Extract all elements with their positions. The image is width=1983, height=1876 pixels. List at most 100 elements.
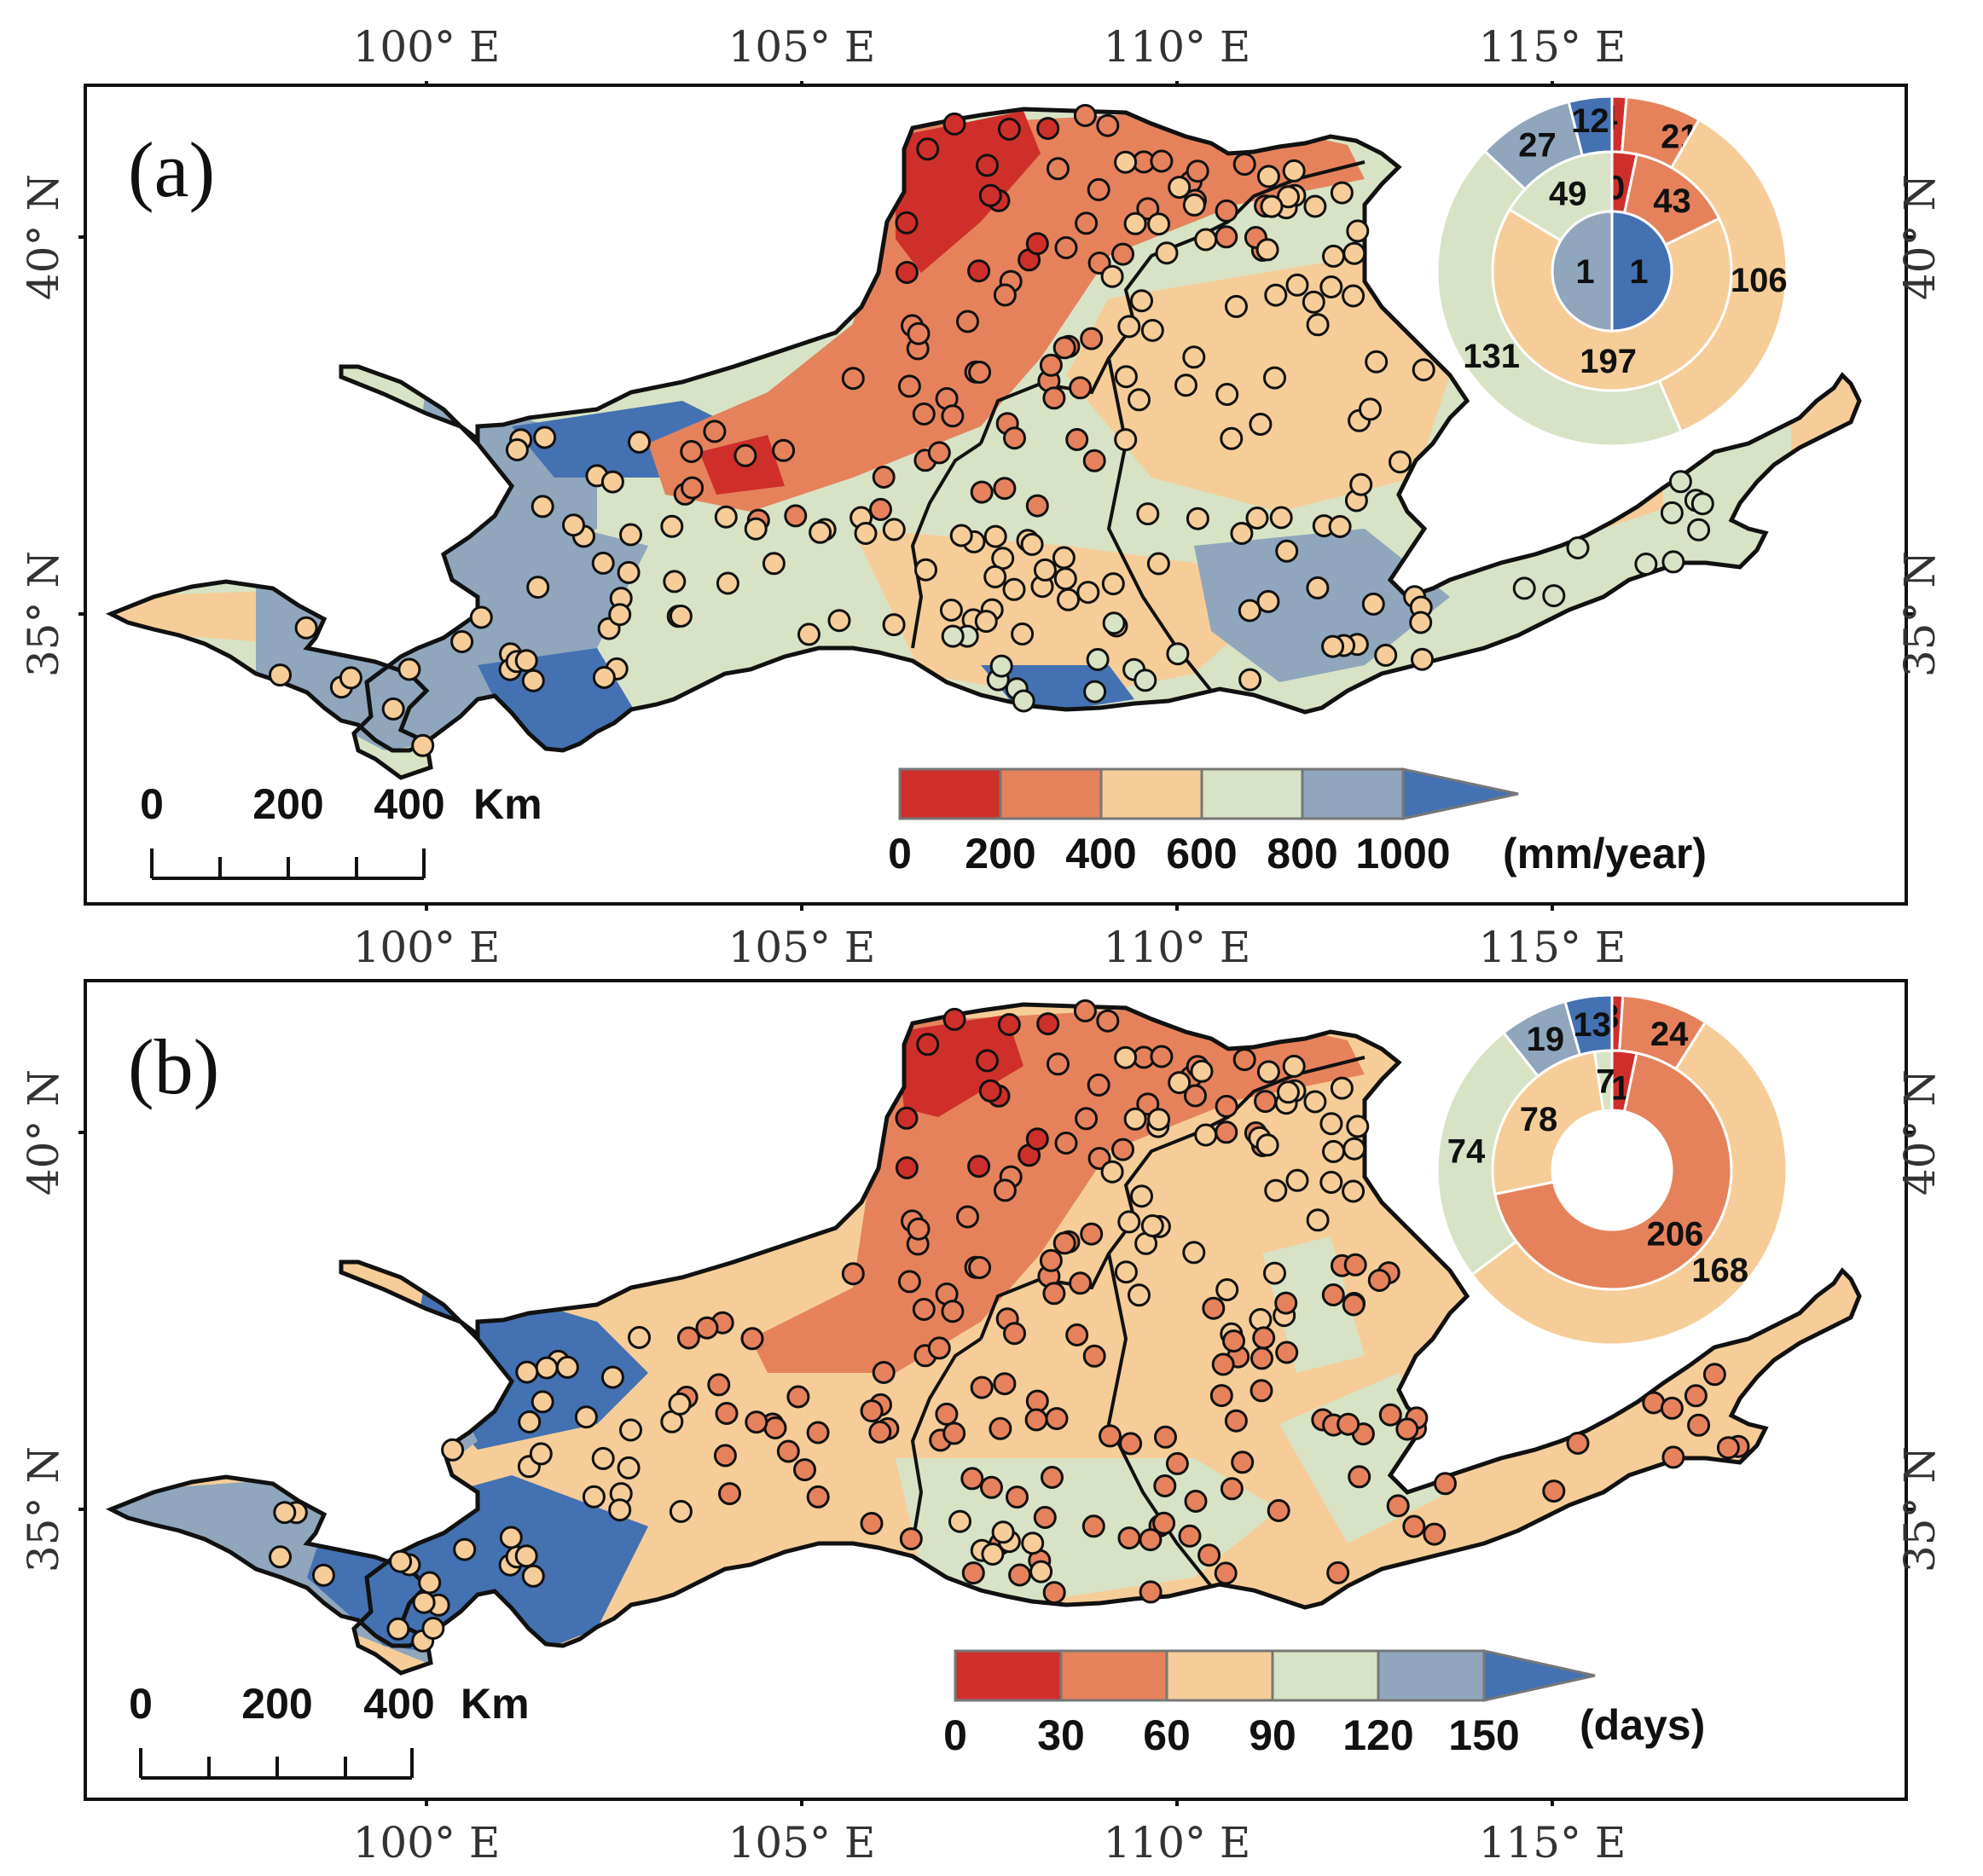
station-marker: [1194, 228, 1218, 252]
station-marker: [1128, 1283, 1151, 1307]
station-marker: [895, 211, 919, 234]
station-marker: [1267, 1499, 1290, 1522]
station-marker: [1342, 284, 1365, 308]
station-marker: [1080, 1222, 1104, 1246]
station-marker: [1249, 413, 1273, 436]
station-marker: [1069, 1271, 1093, 1295]
station-marker: [1264, 1178, 1288, 1202]
station-marker: [617, 560, 641, 584]
station-marker: [1117, 1210, 1141, 1234]
lat-label: 35° N: [19, 551, 68, 677]
station-marker: [895, 1106, 919, 1130]
station-marker: [1082, 1344, 1106, 1368]
station-marker: [1285, 273, 1309, 297]
donut-outer-label: 12: [1571, 102, 1609, 140]
station-marker: [1225, 294, 1248, 318]
station-marker: [1140, 1214, 1164, 1237]
station-marker: [619, 523, 642, 547]
donut-chart: 32416874191310206787: [1435, 993, 1789, 1346]
legend-bar: [954, 1649, 1596, 1702]
station-marker: [453, 1537, 477, 1561]
lon-label: 110° E: [1104, 22, 1251, 72]
station-marker: [1389, 450, 1412, 474]
station-marker: [1146, 552, 1170, 576]
station-marker: [1687, 1413, 1711, 1437]
station-marker: [1702, 1363, 1726, 1387]
station-marker: [927, 441, 951, 465]
station-marker: [1348, 1465, 1371, 1489]
legend-tick: 0: [888, 830, 912, 877]
station-marker: [1042, 1581, 1066, 1605]
station-marker: [1264, 283, 1288, 307]
station-marker: [1102, 611, 1126, 635]
station-marker: [970, 480, 994, 504]
station-marker: [1306, 313, 1330, 337]
station-marker: [582, 1485, 606, 1508]
station-marker: [1282, 159, 1306, 182]
station-marker: [1025, 232, 1049, 256]
station-marker: [1178, 1524, 1202, 1548]
station-marker: [663, 570, 687, 593]
station-marker: [1184, 1084, 1207, 1108]
station-marker: [1114, 150, 1138, 174]
station-marker: [669, 605, 693, 628]
lon-label: 110° E: [1104, 923, 1251, 972]
station-marker: [1566, 536, 1590, 559]
station-marker: [956, 310, 979, 333]
station-marker: [1232, 1048, 1256, 1072]
station-marker: [1039, 353, 1063, 377]
station-marker: [907, 1217, 931, 1241]
station-marker: [1245, 507, 1269, 530]
station-marker: [669, 1500, 693, 1523]
station-marker: [860, 1512, 884, 1535]
station-marker: [1342, 241, 1366, 265]
station-marker: [1117, 315, 1141, 339]
station-marker: [1025, 1127, 1049, 1151]
legend-tick: 150: [1448, 1711, 1519, 1759]
station-marker: [1423, 1522, 1447, 1546]
station-marker: [1168, 1071, 1192, 1095]
station-marker: [1566, 1432, 1590, 1455]
color-legend: 0 200 400 600 800 1000 (mm/year): [888, 767, 1707, 877]
station-marker: [1209, 1384, 1233, 1408]
panel-frame: [84, 84, 1908, 906]
station-marker: [1386, 1494, 1410, 1518]
station-marker: [1123, 1107, 1147, 1131]
station-marker: [1275, 1340, 1299, 1364]
station-marker: [793, 1458, 816, 1482]
station-marker: [1306, 1208, 1330, 1232]
station-marker: [1215, 383, 1239, 406]
station-marker: [1136, 502, 1160, 526]
scale-label: 0: [140, 780, 164, 828]
station-marker: [882, 518, 906, 541]
station-marker: [895, 261, 919, 284]
station-marker: [1087, 1073, 1110, 1097]
station-marker: [1282, 1054, 1306, 1078]
station-marker: [591, 1446, 615, 1470]
lat-label: 40° N: [19, 1069, 68, 1196]
station-marker: [1434, 1472, 1457, 1496]
station-marker: [1075, 1107, 1099, 1131]
station-marker: [1215, 225, 1238, 249]
donut-hole: [1552, 1110, 1672, 1230]
station-marker: [916, 137, 940, 161]
station-marker: [1342, 1293, 1365, 1317]
donut-middle-label: 7: [1596, 1062, 1615, 1100]
station-marker: [967, 259, 991, 283]
station-marker: [1349, 472, 1373, 496]
station-marker: [450, 630, 474, 653]
station-marker: [269, 1545, 292, 1569]
donut-inner-segment: [1610, 210, 1673, 333]
station-marker: [1232, 153, 1256, 177]
station-marker: [1006, 1485, 1029, 1509]
station-marker: [1111, 242, 1134, 266]
station-marker: [591, 551, 615, 575]
station-marker: [1330, 181, 1354, 205]
station-marker: [1661, 550, 1685, 574]
station-marker: [914, 558, 937, 582]
station-marker: [1660, 1396, 1684, 1420]
station-marker: [1634, 553, 1658, 576]
legend-unit: (days): [1580, 1701, 1705, 1749]
station-marker: [600, 1365, 624, 1389]
donut-middle-label: 49: [1549, 176, 1587, 213]
